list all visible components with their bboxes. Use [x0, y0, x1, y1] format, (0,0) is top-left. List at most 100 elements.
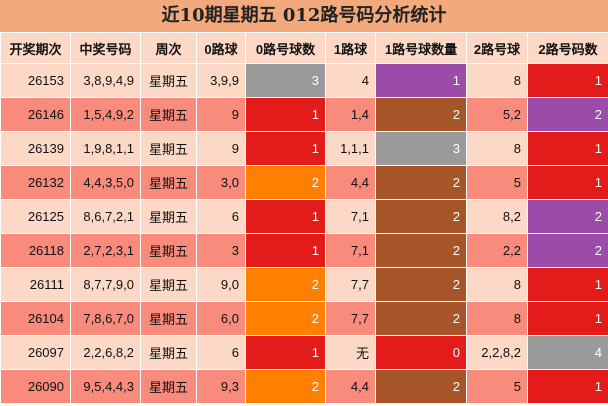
table-cell: 8,6,7,2,1 — [70, 199, 141, 234]
table-cell: 9,0 — [196, 267, 246, 302]
table-cell: 1,9,8,1,1 — [70, 131, 141, 166]
table-row: 26125 8,6,7,2,1 星期五 6 1 7,1 2 8,2 2 — [0, 199, 608, 234]
table-cell: 3,0 — [196, 165, 246, 200]
table-cell: 8,7,7,9,0 — [70, 267, 141, 302]
table-cell: 8 — [466, 301, 528, 336]
table-cell: 1 — [527, 165, 608, 200]
table-cell: 3 — [196, 233, 246, 268]
header-cell: 中奖号码 — [70, 32, 141, 64]
table-cell: 1,1,1 — [325, 131, 376, 166]
table-row: 26097 2,2,6,8,2 星期五 6 1 无 0 2,2,8,2 4 — [0, 335, 608, 370]
table-cell: 2 — [245, 301, 326, 336]
table-cell: 4,4 — [325, 165, 376, 200]
table-row: 26111 8,7,7,9,0 星期五 9,0 2 7,7 2 8 1 — [0, 267, 608, 302]
table-cell: 星期五 — [140, 199, 197, 234]
table-cell: 6,0 — [196, 301, 246, 336]
table-cell: 8 — [466, 267, 528, 302]
table-cell: 2,7,2,3,1 — [70, 233, 141, 268]
table-cell: 4 — [527, 335, 608, 370]
table-cell: 7,7 — [325, 301, 376, 336]
table-cell: 1 — [245, 131, 326, 166]
table-cell: 9 — [196, 97, 246, 132]
table-cell: 2,2,6,8,2 — [70, 335, 141, 370]
table-cell: 7,8,6,7,0 — [70, 301, 141, 336]
table-cell: 1 — [245, 199, 326, 234]
table-cell: 0 — [375, 335, 467, 370]
table-cell: 2 — [375, 199, 467, 234]
table-cell: 26118 — [0, 233, 71, 268]
table-cell: 2,2 — [466, 233, 528, 268]
table-cell: 2 — [375, 267, 467, 302]
table-cell: 26097 — [0, 335, 71, 370]
table-cell: 2 — [375, 369, 467, 404]
table: 开奖期次 中奖号码 周次 0路球 0路号球数 1路球 1路号球数量 2路号球 2路号码数 261… — [0, 32, 608, 404]
table-cell: 1 — [245, 233, 326, 268]
header-row: 开奖期次 中奖号码 周次 0路球 0路号球数 1路球 1路号球数量 2路号球 2路号码数 — [0, 32, 608, 64]
table-row: 26153 3,8,9,4,9 星期五 3,9,9 3 4 1 8 1 — [0, 63, 608, 98]
table-cell: 1 — [245, 335, 326, 370]
table-cell: 2 — [245, 165, 326, 200]
table-cell: 1 — [527, 301, 608, 336]
header-cell: 0路球 — [196, 32, 246, 64]
table-cell: 26139 — [0, 131, 71, 166]
table-cell: 2 — [527, 199, 608, 234]
table-row: 26139 1,9,8,1,1 星期五 9 1 1,1,1 3 8 1 — [0, 131, 608, 166]
table-cell: 2 — [375, 97, 467, 132]
table-cell: 3 — [245, 63, 326, 98]
table-cell: 3 — [375, 131, 467, 166]
table-row: 26090 9,5,4,4,3 星期五 9,3 2 4,4 2 5 1 — [0, 369, 608, 404]
table-cell: 2 — [527, 97, 608, 132]
table-cell: 星期五 — [140, 233, 197, 268]
table-cell: 星期五 — [140, 97, 197, 132]
header-cell: 2路号球 — [466, 32, 528, 64]
table-row: 26104 7,8,6,7,0 星期五 6,0 2 7,7 2 8 1 — [0, 301, 608, 336]
header-cell: 1路号球数量 — [375, 32, 467, 64]
table-cell: 星期五 — [140, 131, 197, 166]
table-cell: 星期五 — [140, 267, 197, 302]
table-row: 26132 4,4,3,5,0 星期五 3,0 2 4,4 2 5 1 — [0, 165, 608, 200]
table-cell: 1 — [527, 63, 608, 98]
table-cell: 8 — [466, 63, 528, 98]
table-body: 26153 3,8,9,4,9 星期五 3,9,9 3 4 1 8 1 26146 1,5,4,9,… — [0, 63, 608, 404]
header-cell: 1路球 — [325, 32, 376, 64]
table-cell: 7,1 — [325, 199, 376, 234]
header-cell: 2路号码数 — [527, 32, 608, 64]
table-cell: 2,2,8,2 — [466, 335, 528, 370]
table-row: 26146 1,5,4,9,2 星期五 9 1 1,4 2 5,2 2 — [0, 97, 608, 132]
table-cell: 3,9,9 — [196, 63, 246, 98]
table-cell: 26104 — [0, 301, 71, 336]
table-cell: 2 — [527, 233, 608, 268]
table-cell: 1 — [527, 131, 608, 166]
table-cell: 1 — [375, 63, 467, 98]
table-cell: 3,8,9,4,9 — [70, 63, 141, 98]
table-cell: 6 — [196, 199, 246, 234]
table-cell: 5,2 — [466, 97, 528, 132]
table-cell: 8 — [466, 131, 528, 166]
table-cell: 8,2 — [466, 199, 528, 234]
table-cell: 9,5,4,4,3 — [70, 369, 141, 404]
header-cell: 开奖期次 — [0, 32, 71, 64]
table-cell: 1,4 — [325, 97, 376, 132]
table-cell: 星期五 — [140, 335, 197, 370]
table-cell: 2 — [375, 165, 467, 200]
table-cell: 星期五 — [140, 63, 197, 98]
table-cell: 26111 — [0, 267, 71, 302]
table-cell: 5 — [466, 369, 528, 404]
table-cell: 2 — [245, 267, 326, 302]
title: 近10期星期五 012路号码分析统计 — [0, 0, 608, 32]
table-cell: 无 — [325, 335, 376, 370]
table-cell: 4 — [325, 63, 376, 98]
table-cell: 2 — [245, 369, 326, 404]
table-cell: 7,7 — [325, 267, 376, 302]
table-cell: 6 — [196, 335, 246, 370]
header-cell: 0路号球数 — [245, 32, 326, 64]
table-cell: 26090 — [0, 369, 71, 404]
table-cell: 星期五 — [140, 301, 197, 336]
table-cell: 1 — [527, 267, 608, 302]
table-cell: 9,3 — [196, 369, 246, 404]
table-cell: 1 — [527, 369, 608, 404]
table-cell: 7,1 — [325, 233, 376, 268]
table-cell: 26146 — [0, 97, 71, 132]
table-cell: 4,4,3,5,0 — [70, 165, 141, 200]
